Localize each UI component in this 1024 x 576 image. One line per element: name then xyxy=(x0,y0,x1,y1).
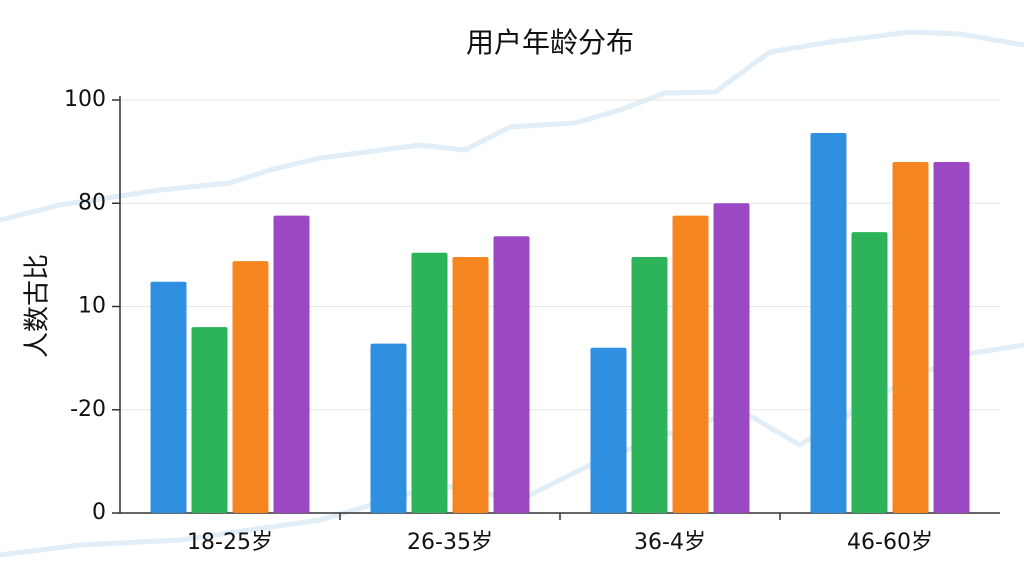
bar xyxy=(493,236,530,514)
bar xyxy=(191,327,228,513)
y-tick-label: 100 xyxy=(64,87,106,112)
x-tick-label: 26-35岁 xyxy=(407,530,493,555)
bar xyxy=(590,347,627,513)
y-tick-label: 0 xyxy=(92,500,106,525)
x-tick-label: 36-4岁 xyxy=(634,530,706,555)
bar xyxy=(851,232,888,513)
y-axis-label: 人数古比 xyxy=(23,254,53,358)
bar xyxy=(232,261,269,513)
y-tick-label: 80 xyxy=(78,190,106,215)
bar xyxy=(810,133,847,514)
x-tick-label: 46-60岁 xyxy=(847,530,933,555)
chart-title: 用户年龄分布 xyxy=(466,26,634,59)
x-tick-label: 18-25岁 xyxy=(187,530,273,555)
bar xyxy=(631,256,668,513)
bar xyxy=(672,215,709,513)
bar xyxy=(411,252,448,513)
bar xyxy=(933,161,970,513)
bar xyxy=(713,203,750,513)
y-tick-label: 10 xyxy=(78,294,106,319)
bar xyxy=(452,256,489,513)
bar xyxy=(370,343,407,513)
bar xyxy=(892,161,929,513)
y-tick-label: -20 xyxy=(70,397,106,422)
bar xyxy=(273,215,310,513)
bar xyxy=(150,281,187,513)
